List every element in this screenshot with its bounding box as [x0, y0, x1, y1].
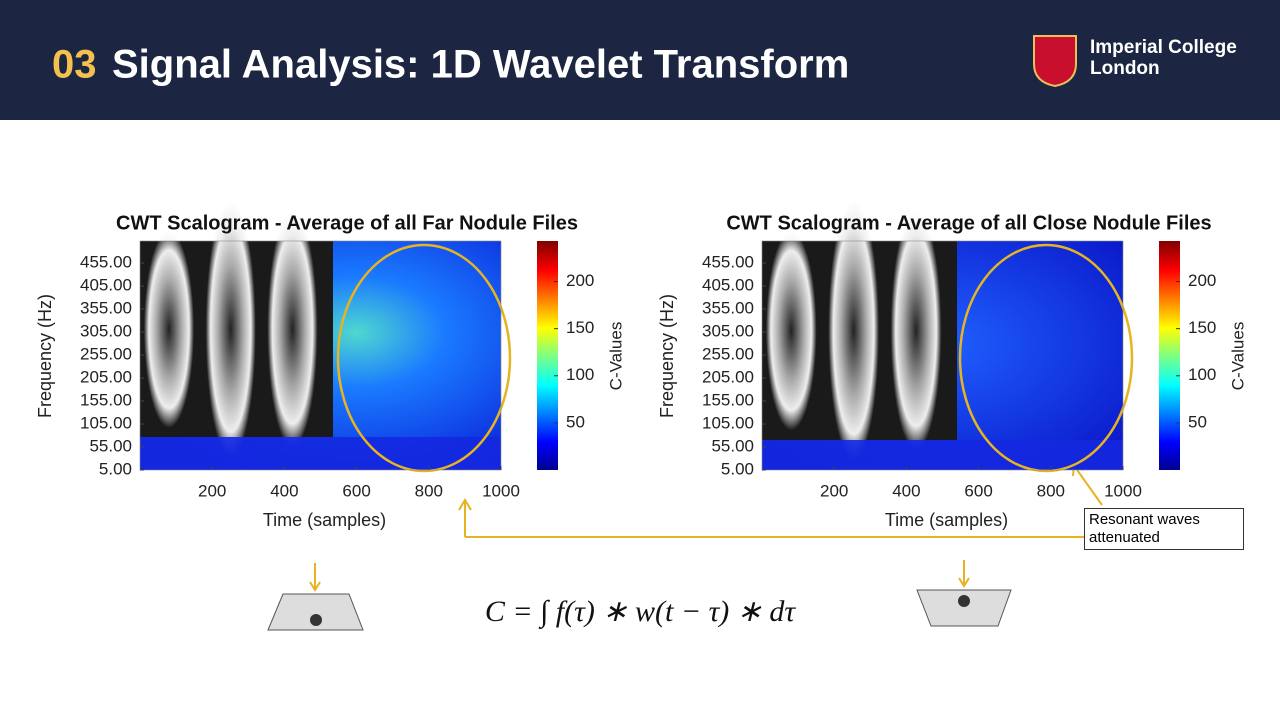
colorbar-label: C-Values — [1228, 322, 1247, 391]
scalogram-band — [140, 437, 501, 470]
x-tick-label: 800 — [1037, 481, 1065, 500]
x-tick-label: 600 — [964, 481, 992, 500]
phantom-far — [267, 593, 364, 631]
y-tick-label: 205.00 — [80, 368, 132, 387]
y-tick-label: 355.00 — [702, 299, 754, 318]
y-tick-label: 205.00 — [702, 368, 754, 387]
x-tick-label: 1000 — [1104, 481, 1142, 500]
x-tick-label: 1000 — [482, 481, 520, 500]
y-tick-label: 5.00 — [721, 459, 754, 478]
logo-text: Imperial College — [1090, 37, 1237, 58]
colorbar — [1159, 241, 1180, 470]
arrow — [309, 563, 321, 592]
nodule — [310, 614, 322, 626]
y-tick-label: 255.00 — [702, 345, 754, 364]
colorbar-tick-label: 100 — [1188, 365, 1216, 384]
colorbar-tick-label: 200 — [566, 271, 594, 290]
section-number: 03 — [52, 43, 97, 87]
y-tick-label: 55.00 — [89, 436, 132, 455]
logo-text: London — [1090, 58, 1160, 79]
plot-title: CWT Scalogram - Average of all Far Nodul… — [116, 212, 578, 234]
y-tick-label: 55.00 — [711, 436, 754, 455]
x-axis-label: Time (samples) — [885, 510, 1008, 530]
y-tick-label: 455.00 — [80, 253, 132, 272]
y-tick-label: 405.00 — [80, 276, 132, 295]
scalogram-blob — [765, 230, 817, 431]
colorbar-tick-label: 150 — [566, 318, 594, 337]
y-axis-label: Frequency (Hz) — [657, 294, 677, 418]
plot-title: CWT Scalogram - Average of all Close Nod… — [726, 212, 1211, 234]
y-axis-label: Frequency (Hz) — [35, 294, 55, 418]
x-tick-label: 800 — [415, 481, 443, 500]
x-tick-label: 400 — [892, 481, 920, 500]
colorbar — [537, 241, 558, 470]
scalogram-blob — [143, 230, 195, 428]
x-tick-label: 200 — [198, 481, 226, 500]
y-tick-label: 105.00 — [702, 414, 754, 433]
highlight-ellipse — [958, 243, 1134, 473]
colorbar-tick-label: 200 — [1188, 271, 1216, 290]
y-tick-label: 305.00 — [702, 322, 754, 341]
scalogram-blob — [267, 211, 318, 448]
scalogram-blob — [828, 201, 880, 461]
colorbar-tick-label: 50 — [1188, 412, 1207, 431]
phantom-close — [916, 589, 1012, 627]
annotation: Resonant waves attenuated — [1084, 508, 1244, 550]
scalogram-blob — [890, 210, 942, 451]
highlight-ellipse — [336, 243, 512, 473]
formula: C = ∫ f(τ) ∗ w(t − τ) ∗ dτ — [485, 595, 797, 630]
y-tick-label: 405.00 — [702, 276, 754, 295]
x-axis-label: Time (samples) — [263, 510, 386, 530]
colorbar-tick-label: 150 — [1188, 318, 1216, 337]
x-tick-label: 200 — [820, 481, 848, 500]
y-tick-label: 5.00 — [99, 459, 132, 478]
y-tick-label: 355.00 — [80, 299, 132, 318]
colorbar-tick-label: 100 — [566, 365, 594, 384]
y-tick-label: 105.00 — [80, 414, 132, 433]
y-tick-label: 255.00 — [80, 345, 132, 364]
y-tick-label: 305.00 — [80, 322, 132, 341]
x-tick-label: 400 — [270, 481, 298, 500]
x-tick-label: 600 — [342, 481, 370, 500]
logo-crest — [1033, 35, 1077, 88]
scalogram-blob — [205, 201, 256, 458]
arrow — [458, 498, 472, 537]
y-tick-label: 155.00 — [702, 391, 754, 410]
y-tick-label: 455.00 — [702, 253, 754, 272]
y-tick-label: 155.00 — [80, 391, 132, 410]
slide-title: Signal Analysis: 1D Wavelet Transform — [112, 43, 849, 87]
colorbar-label: C-Values — [606, 322, 625, 391]
scalogram-band — [762, 440, 1123, 470]
arrow — [958, 560, 970, 588]
nodule — [958, 595, 970, 607]
colorbar-tick-label: 50 — [566, 412, 585, 431]
